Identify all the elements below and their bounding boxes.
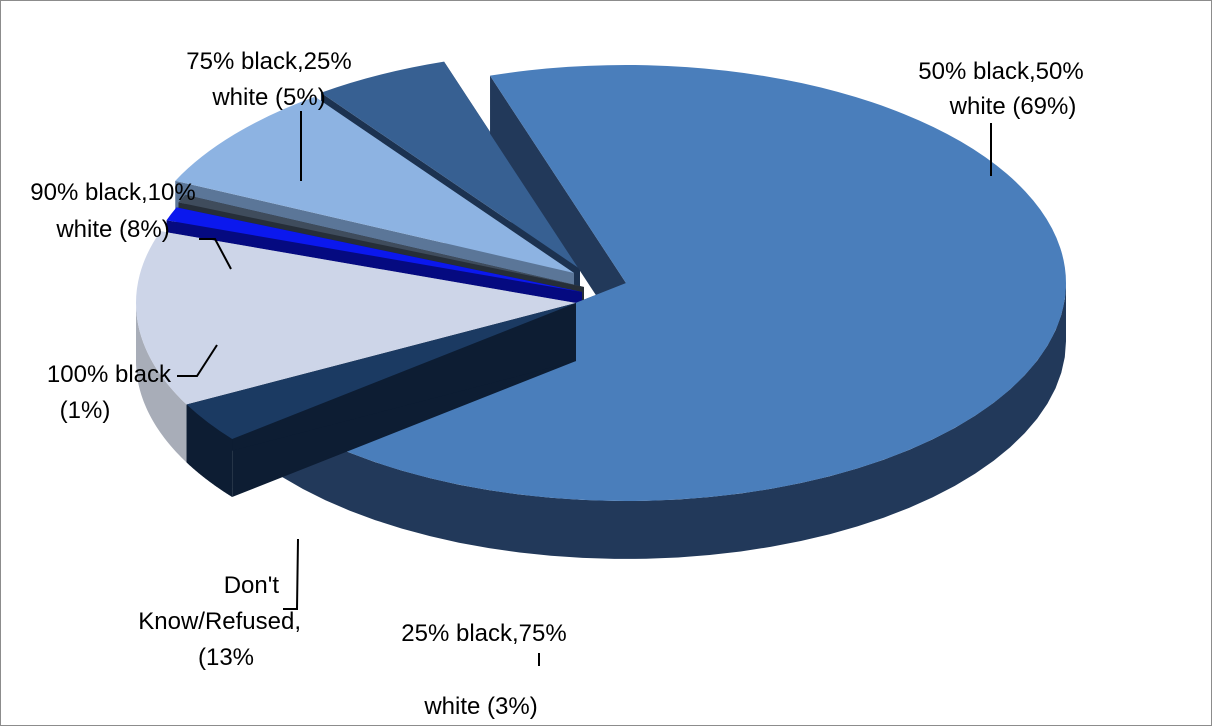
leader-line-5 xyxy=(199,238,232,270)
pie-slice-6-top xyxy=(320,61,580,269)
pie-slice-0-wall-0 xyxy=(490,75,626,341)
slice-label-3-line1: 100% black xyxy=(47,361,172,388)
pie-slice-1-top xyxy=(186,303,576,440)
leader-lines xyxy=(177,111,992,666)
pie-slice-3-top xyxy=(166,207,582,292)
slice-label-6-line2: white (5%) xyxy=(211,84,325,111)
pie-slices xyxy=(135,61,1066,559)
slice-label-1-line1: 25% black,75% xyxy=(401,620,566,647)
slice-label-0-line1: 50% black,50% xyxy=(918,58,1083,85)
slice-label-2-line2: Know/Refused, xyxy=(138,608,301,635)
slice-label-6-line1: 75% black,25% xyxy=(186,48,351,75)
pie-slice-2-top xyxy=(135,231,576,405)
pie-slice-1 xyxy=(186,303,577,498)
pie-slice-1-side xyxy=(186,404,233,498)
slice-label-5-line2: white (8%) xyxy=(55,216,169,243)
pie-slice-5-top xyxy=(175,96,575,273)
slice-label-5-line1: 90% black,10% xyxy=(30,179,195,206)
pie-slice-1-wall-1 xyxy=(186,303,576,463)
slice-label-0-line2: white (69%) xyxy=(949,93,1077,120)
slice-label-3-line2: (1%) xyxy=(60,397,111,424)
slice-label-2-line1: Don't xyxy=(224,572,280,599)
leader-line-2 xyxy=(283,538,299,610)
slice-label-2-line3: (13% xyxy=(198,644,254,671)
slice-label-1-line2: white (3%) xyxy=(423,693,537,720)
pie-slice-4-top xyxy=(178,194,584,287)
leader-line-3 xyxy=(177,344,218,377)
pie-slice-2-side xyxy=(136,301,187,463)
pie-slice-0-side xyxy=(282,283,1066,559)
